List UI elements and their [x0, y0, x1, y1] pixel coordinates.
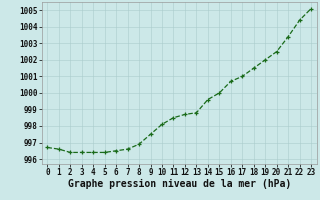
X-axis label: Graphe pression niveau de la mer (hPa): Graphe pression niveau de la mer (hPa) — [68, 179, 291, 189]
